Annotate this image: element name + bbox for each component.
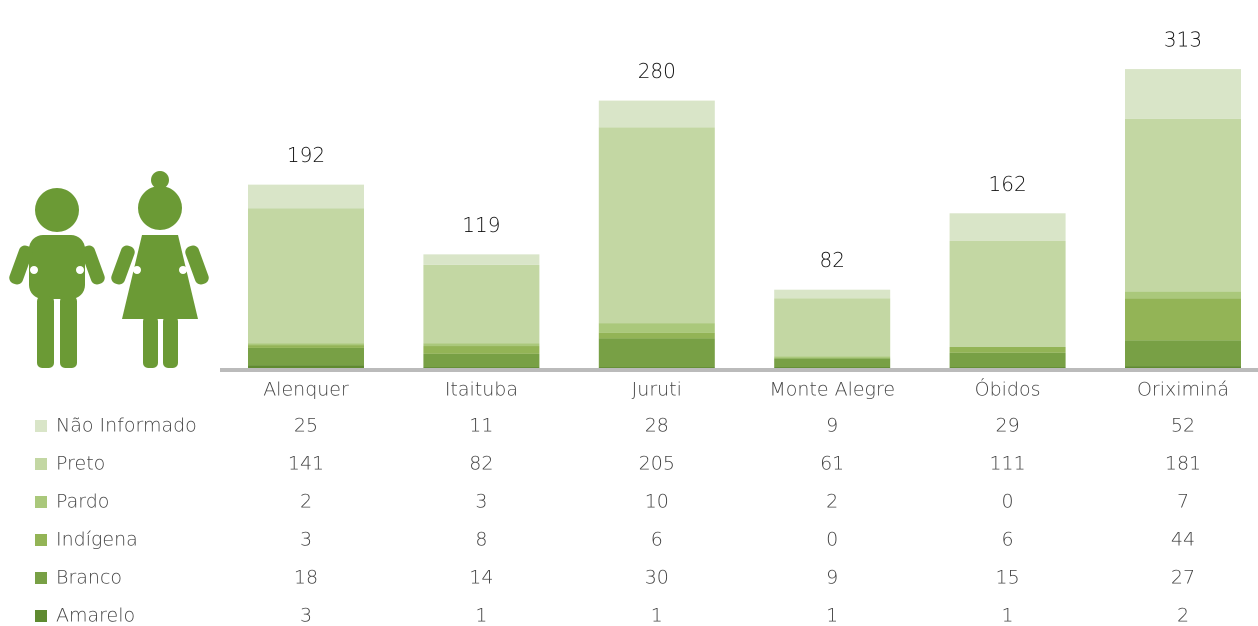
bar-segment <box>1125 340 1241 367</box>
x-tick-label: Óbidos <box>975 377 1041 401</box>
table-cell: 1 <box>475 605 487 626</box>
bar-segment <box>423 254 540 265</box>
table-cell: 6 <box>651 529 663 551</box>
table-cell: 2 <box>300 491 312 513</box>
table-cell: 3 <box>300 529 312 551</box>
table-cell: 82 <box>469 453 493 475</box>
legend-swatch <box>35 610 47 622</box>
table-cell: 1 <box>651 605 663 626</box>
table-cell: 181 <box>1165 453 1201 475</box>
legend-label: Pardo <box>56 491 109 513</box>
table-cell: 2 <box>826 491 838 513</box>
table-cell: 25 <box>294 415 318 437</box>
x-tick-label: Juruti <box>632 379 682 401</box>
legend-swatch <box>35 572 47 584</box>
bar-segment <box>949 346 1066 353</box>
bar-segment <box>248 343 364 346</box>
table-cell: 44 <box>1171 529 1195 551</box>
bar-segment <box>1125 366 1241 368</box>
children-icon <box>9 171 209 368</box>
bar-segment <box>248 345 364 348</box>
legend-swatch <box>35 496 47 508</box>
bar-segment <box>949 367 1066 368</box>
table-cell: 1 <box>826 605 838 626</box>
table-cell: 11 <box>469 415 493 437</box>
table-cell: 6 <box>1002 529 1014 551</box>
table-cell: 0 <box>826 529 838 551</box>
legend-label: Preto <box>56 453 105 475</box>
bar-segment <box>1125 298 1241 341</box>
bar-segment <box>1125 118 1241 292</box>
bar-segment <box>774 358 891 368</box>
bar-segment <box>949 213 1066 241</box>
table-cell: 10 <box>645 491 669 513</box>
x-tick-label: Itaituba <box>445 379 518 401</box>
legend-swatch <box>35 458 47 470</box>
bar-segment <box>774 367 891 368</box>
bar-segment <box>949 352 1066 368</box>
table-cell: 2 <box>1177 605 1189 626</box>
total-label: 119 <box>462 213 500 237</box>
icon-detail <box>30 266 187 274</box>
bar-segment <box>598 127 715 324</box>
table-cell: 111 <box>989 453 1025 475</box>
x-tick-label: Oriximiná <box>1137 379 1229 401</box>
bar-segment <box>774 356 891 359</box>
table-cell: 27 <box>1171 567 1195 589</box>
total-label: 192 <box>287 143 325 167</box>
bar-segment <box>423 264 540 344</box>
table-cell: 15 <box>996 567 1020 589</box>
legend-label: Amarelo <box>56 605 135 626</box>
legend-swatch <box>35 420 47 432</box>
x-tick-label: Monte Alegre <box>769 379 895 401</box>
bar-segment <box>1125 291 1241 299</box>
bar-segment <box>598 332 715 339</box>
bar-segment <box>248 347 364 366</box>
bar-segment <box>248 208 364 344</box>
bar-segment <box>598 100 715 128</box>
table-cell: 3 <box>300 605 312 626</box>
x-tick-label: Alenquer <box>263 379 349 401</box>
total-label: 313 <box>1164 28 1202 52</box>
bar-segment <box>774 289 891 299</box>
legend-label: Branco <box>56 567 122 589</box>
table-cell: 205 <box>639 453 675 475</box>
table-cell: 3 <box>475 491 487 513</box>
table-cell: 7 <box>1177 491 1189 513</box>
legend-label: Indígena <box>56 529 138 551</box>
table-cell: 9 <box>826 415 838 437</box>
table-cell: 0 <box>1002 491 1014 513</box>
table-cell: 8 <box>475 529 487 551</box>
bar-segment <box>423 343 540 347</box>
total-label: 280 <box>638 59 676 83</box>
table-cell: 141 <box>288 453 324 475</box>
bar-segment <box>949 240 1066 347</box>
table-cell: 18 <box>294 567 318 589</box>
bar-segment <box>774 298 891 357</box>
total-label: 162 <box>989 172 1027 196</box>
bar-segment <box>423 346 540 354</box>
table-cell: 29 <box>996 415 1020 437</box>
bar-segment <box>598 323 715 333</box>
bar-segment <box>423 367 540 368</box>
table-cell: 52 <box>1171 415 1195 437</box>
legend-swatch <box>35 534 47 546</box>
total-label: 82 <box>819 248 844 272</box>
bar-segment <box>248 184 364 209</box>
table-cell: 1 <box>1002 605 1014 626</box>
bar-segment <box>598 338 715 368</box>
bar-segment <box>598 367 715 368</box>
table-cell: 61 <box>820 453 844 475</box>
table-cell: 30 <box>645 567 669 589</box>
bar-segment <box>248 365 364 368</box>
table-cell: 28 <box>645 415 669 437</box>
table-cell: 14 <box>469 567 493 589</box>
bar-segment <box>423 353 540 368</box>
bar-segment <box>1125 69 1241 119</box>
table-cell: 9 <box>826 567 838 589</box>
legend-label: Não Informado <box>56 415 197 437</box>
